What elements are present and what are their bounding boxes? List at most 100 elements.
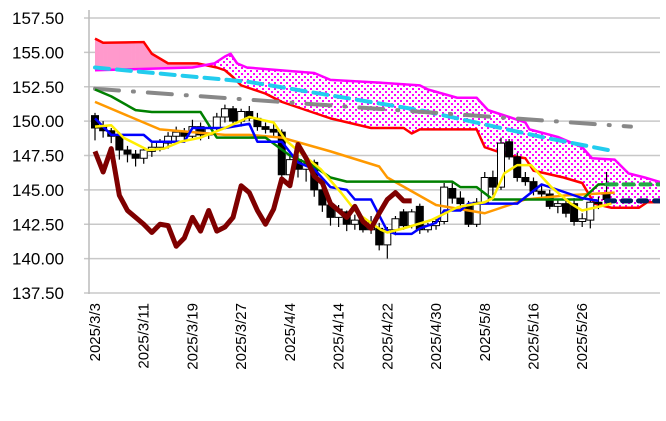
- cloud-segment: [119, 42, 124, 70]
- y-tick-label: 145.00: [12, 181, 64, 200]
- x-tick-label: 2025/4/4: [282, 303, 299, 361]
- candle-body-bearish: [196, 126, 205, 136]
- cloud-segment: [395, 83, 400, 128]
- cloud-segment: [338, 80, 343, 122]
- candle-body-bullish: [440, 186, 449, 222]
- candle: [131, 150, 140, 167]
- cloud-segment: [375, 82, 380, 128]
- series-line-chikou: [92, 142, 412, 249]
- cloud-segment: [618, 163, 624, 208]
- candle: [561, 199, 570, 218]
- cloud-segment: [431, 90, 437, 130]
- cloud-segment: [245, 66, 250, 89]
- candle-body-bullish: [212, 116, 221, 129]
- cloud-segment: [476, 97, 481, 139]
- series-line-ma-long-dashed: [93, 65, 617, 154]
- cloud-segment: [423, 87, 429, 130]
- cloud-segment: [249, 67, 254, 90]
- cloud-segment: [521, 121, 526, 159]
- candle-body-bearish: [488, 177, 497, 188]
- candle-body-bearish: [537, 190, 546, 195]
- candle: [553, 199, 562, 214]
- cloud-segment: [541, 132, 546, 174]
- candle-body-bearish: [115, 135, 124, 151]
- candle-body-bullish: [586, 201, 595, 221]
- x-tick-label: 2025/3/19: [184, 303, 201, 370]
- candle-body-bearish: [570, 203, 579, 222]
- candle-body-bullish: [578, 218, 587, 222]
- cloud-segment: [253, 68, 258, 91]
- cloud-segment: [306, 72, 311, 112]
- cloud-segment: [586, 151, 591, 197]
- candle-body-bearish: [456, 197, 465, 205]
- cloud-segment: [261, 68, 266, 94]
- cloud-segment: [115, 42, 120, 70]
- cloud-segment: [285, 70, 291, 105]
- cloud-segment: [358, 81, 364, 127]
- series-line-tenkan: [94, 117, 599, 236]
- cloud-segment: [111, 42, 116, 70]
- candle-body-bearish: [131, 153, 140, 159]
- cloud-segment: [444, 94, 449, 130]
- cloud-segment: [151, 53, 157, 69]
- cloud-segment: [330, 79, 335, 120]
- cloud-segment: [545, 133, 551, 175]
- cloud-segment: [415, 85, 421, 132]
- candle: [115, 132, 124, 160]
- candle-body-bullish: [391, 218, 400, 231]
- cloud-segment: [480, 102, 486, 148]
- grid-lines: [84, 17, 660, 294]
- candle: [253, 112, 262, 131]
- cloud-segment: [103, 42, 108, 71]
- candle-body-bullish: [497, 142, 505, 188]
- x-tick-label: 2025/4/30: [428, 303, 445, 370]
- x-tick-label: 2025/3/27: [233, 303, 250, 370]
- x-tick-label: 2025/4/14: [331, 303, 348, 370]
- cloud-segment: [241, 65, 246, 87]
- cloud-segment: [139, 42, 145, 69]
- y-tick-label: 137.50: [12, 284, 64, 303]
- candle: [521, 172, 530, 186]
- cloud-segment: [135, 42, 140, 70]
- cloud-segment: [322, 76, 327, 117]
- cloud-segment: [517, 119, 522, 158]
- cloud-segment: [440, 92, 445, 130]
- cloud-segment: [354, 81, 360, 126]
- cloud-segment: [362, 81, 368, 128]
- series-lines-front: [92, 88, 660, 249]
- y-tick-label: 157.50: [12, 9, 64, 28]
- cloud-segment: [265, 69, 270, 96]
- cloud-segment: [647, 178, 652, 203]
- cloud-segment: [436, 91, 441, 130]
- cloud-segment: [659, 181, 660, 203]
- candle: [440, 183, 449, 225]
- cloud-segment: [269, 69, 274, 98]
- candle-body-bearish: [464, 204, 473, 225]
- cloud-segment: [570, 142, 575, 181]
- x-tick-label: 2025/3/3: [87, 303, 104, 361]
- cloud-segment: [452, 96, 457, 130]
- cloud-segment: [529, 129, 534, 171]
- candle-body-bullish: [407, 211, 416, 227]
- cloud-segment: [578, 145, 583, 183]
- cloud-segment: [342, 80, 348, 123]
- cloud-segment: [334, 80, 339, 121]
- y-tick-label: 155.00: [12, 43, 64, 62]
- candle-body-bullish: [220, 108, 229, 118]
- cloud-segment: [107, 42, 112, 70]
- candle-body-bearish: [399, 211, 408, 227]
- candle-body-bearish: [505, 141, 514, 158]
- cloud-segment: [492, 111, 498, 152]
- candle: [350, 214, 359, 230]
- candle-body-bearish: [123, 149, 132, 155]
- cloud-segment: [346, 80, 352, 124]
- candle-body-bullish: [139, 149, 148, 159]
- candle-body-bearish: [261, 126, 270, 130]
- cloud-segment: [326, 78, 331, 119]
- cloud-segment: [220, 56, 226, 71]
- y-tick-label: 142.50: [12, 215, 64, 234]
- candle: [123, 145, 132, 163]
- candle: [139, 147, 148, 164]
- plot-area: [91, 37, 660, 259]
